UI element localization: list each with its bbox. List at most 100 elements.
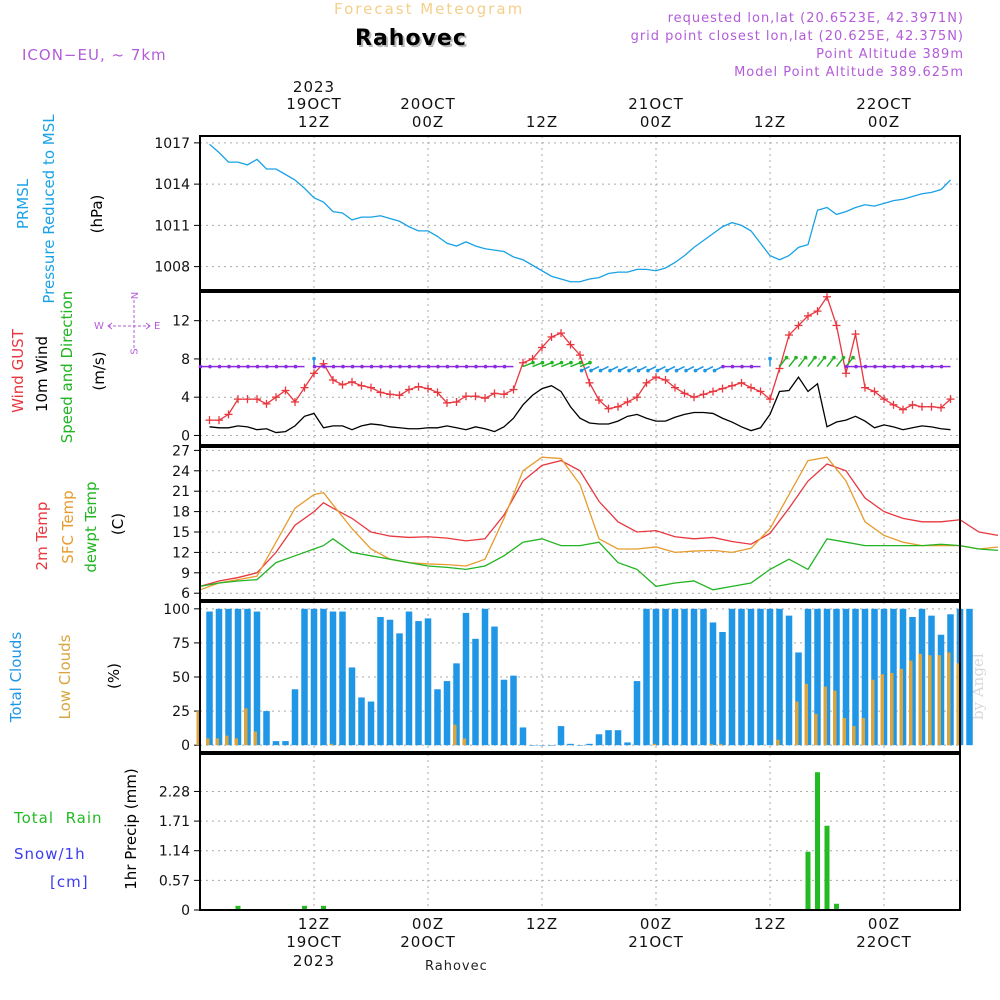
bar-low-clouds [842,717,846,746]
wind-10m-label: 10m Wind [33,335,51,413]
bar-total-clouds [434,689,441,746]
wind-arrow-head [540,360,545,365]
wind-arrow-head [388,364,393,369]
bar-total-rain [302,905,307,910]
bar-low-clouds [928,655,932,746]
wind-arrow [835,357,845,368]
bar-total-clouds [491,626,498,746]
y-tick-label: 12 [172,545,190,561]
wind-arrow-head [920,364,925,369]
wind-arrow-head [730,364,735,369]
bar-total-clouds [358,697,365,746]
location-title: Rahovec [355,26,467,51]
top-day-label: 21OCT [628,95,684,113]
bar-total-rain [815,772,820,910]
bar-low-clouds [795,701,799,746]
bar-total-clouds [234,608,242,746]
wind-arrow-head [589,368,593,373]
top-tick-label: 00Z [868,113,900,131]
wind-arrow-head [217,364,222,369]
clouds-unit: (%) [105,663,123,689]
snow-unit: [cm] [50,873,89,891]
temp-unit: (C) [109,512,127,536]
top-tick-label: 12Z [754,113,786,131]
wind-arrow-head [436,364,440,369]
bar-low-clouds [652,743,656,746]
wind-arrow-head [407,364,412,369]
bar-total-clouds [700,608,707,746]
bar-total-clouds [776,608,783,746]
bar-low-clouds [206,738,210,746]
wind-arrow-head [265,364,269,369]
bar-total-clouds [719,632,726,746]
bar-total-clouds [595,734,603,746]
bottom-tick-label: 12Z [526,915,558,933]
y-tick-label: 0 [181,903,190,919]
wind-arrow-head [312,364,317,369]
bar-total-clouds [472,638,479,746]
wind-arrow-head [911,364,915,369]
compass-icon: W E N S [90,290,160,356]
y-tick-label: 6 [181,586,190,602]
wind-arrow-head [255,364,260,369]
y-tick-label: 1017 [154,136,190,152]
bar-low-clouds [880,674,884,746]
bar-total-clouds [510,675,517,746]
bar-low-clouds [833,690,837,746]
bar-total-clouds [690,608,698,746]
wind-arrow-head [531,360,535,365]
panel-frame [199,291,961,446]
panel-frame [199,135,961,291]
bottom-day-label: 22OCT [856,933,912,951]
wind-arrow-head [483,364,488,369]
bar-total-clouds [605,730,612,746]
bar-total-clouds [244,608,251,746]
wind-arrow-head [455,364,459,369]
bar-total-clouds [576,745,584,746]
y-tick-label: 4 [181,390,190,406]
bar-low-clouds [804,683,808,746]
bar-total-rain [805,851,811,910]
y-tick-label: 18 [172,505,190,521]
wind-arrow-head [559,360,564,365]
wind-arrow [816,357,826,368]
wind-arrow-head [426,364,431,369]
bar-total-rain [824,825,830,910]
bar-total-rain [834,903,839,910]
bar-total-clouds [709,622,717,746]
wind-arrow-head [293,364,298,369]
bar-total-clouds [386,619,394,746]
series-line-dewpt-temp [199,538,999,591]
wind-arrow-head [863,364,868,369]
bar-low-clouds [852,726,856,746]
wind-arrow-head [873,364,877,369]
wind-arrow-head [655,368,660,373]
y-tick-label: 1011 [154,218,190,234]
rain-label: Total Rain [14,809,103,827]
wind-arrow-head [768,356,772,361]
bar-low-clouds [244,708,248,746]
y-tick-label: 24 [172,464,190,480]
snow-label: Snow/1h [14,845,86,863]
bar-total-rain [235,905,241,910]
wind-arrow-head [379,364,383,369]
bar-total-clouds [662,608,669,746]
wind-arrow-head [813,355,817,360]
wind-arrow-head [841,355,846,360]
y-tick-label: 0 [181,738,190,754]
bottom-tick-label: 00Z [640,915,672,933]
bar-total-clouds [519,727,527,746]
y-tick-label: 2.28 [159,784,190,800]
wind-arrow-head [832,355,836,360]
wind-arrow-head [636,368,641,373]
panel-frame [199,446,961,601]
bar-low-clouds [234,738,238,746]
series-line-prmsl [209,143,951,283]
y-tick-label: 9 [181,566,190,582]
bar-total-clouds [348,667,356,746]
bottom-day-label: 19OCT [286,933,342,951]
dewpt-label: dewpt Temp [82,481,100,573]
bar-total-clouds [871,608,878,746]
wind-arrow-head [749,364,754,369]
